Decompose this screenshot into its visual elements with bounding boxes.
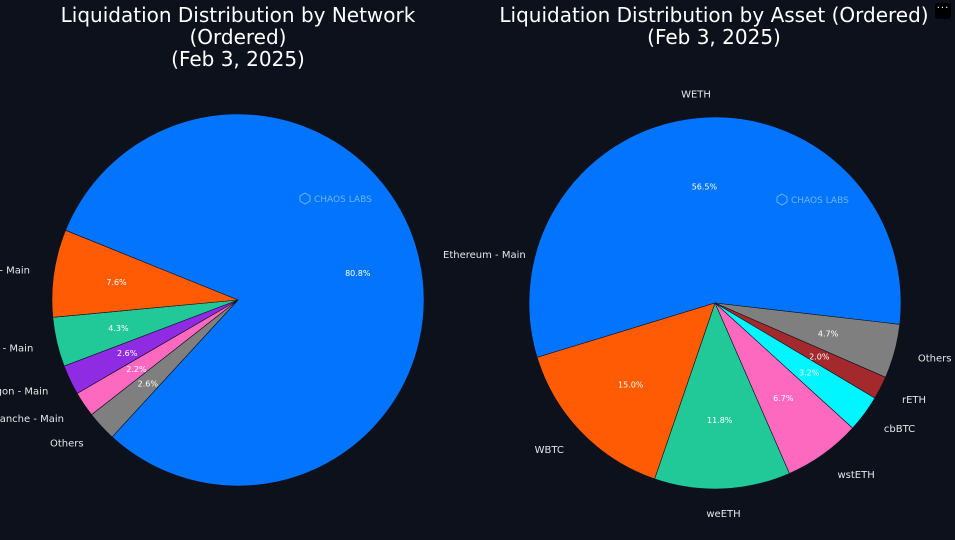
asset-pct-label-weeth: 11.8% <box>707 416 733 425</box>
asset-slice-wbtc <box>536 302 716 480</box>
asset-pct-label-wsteth: 6.7% <box>773 394 794 403</box>
network-pct-label-ethereum-main: 80.8% <box>345 269 371 278</box>
network-slice-label-others: Others <box>50 439 84 450</box>
network-watermark-text: CHAOS LABS <box>314 195 372 205</box>
asset-watermark: CHAOS LABS <box>776 193 849 206</box>
network-pct-label-polygon-main: 2.6% <box>117 349 138 358</box>
asset-chart-title: Liquidation Distribution by Asset (Order… <box>499 3 929 49</box>
network-slice-label-base-main: Base - Main <box>0 344 33 355</box>
network-slice-label-ethereum-main: Ethereum - Main <box>443 250 526 261</box>
asset-slice-label-others: Others <box>918 354 952 365</box>
asset-slice-label-wsteth: wstETH <box>838 470 875 481</box>
network-slice-label-polygon-main: Polygon - Main <box>0 386 48 397</box>
asset-watermark-text: CHAOS LABS <box>791 196 849 206</box>
network-slice-arbitrum-main <box>51 229 239 318</box>
asset-pct-label-weth: 56.5% <box>692 182 718 191</box>
asset-pct-label-others: 4.7% <box>818 330 839 339</box>
asset-slice-label-wbtc: WBTC <box>535 445 564 456</box>
network-chart-title: Liquidation Distribution by Network (Ord… <box>60 3 416 71</box>
more-options-button[interactable]: ··· <box>935 3 951 19</box>
asset-slice-weeth <box>654 302 790 490</box>
network-slice-label-arbitrum-main: Arbitrum - Main <box>0 266 30 277</box>
network-pct-label-arbitrum-main: 7.6% <box>106 278 127 287</box>
asset-watermark-logo-icon <box>776 193 788 206</box>
network-slice-ethereum-main <box>65 113 425 487</box>
asset-slice-label-reth: rETH <box>902 395 926 406</box>
asset-pct-label-cbbtc: 3.2% <box>799 369 820 378</box>
asset-slice-label-cbbtc: cbBTC <box>884 424 915 435</box>
network-watermark: CHAOS LABS <box>299 192 372 205</box>
asset-slice-label-weth: WETH <box>681 90 711 101</box>
network-pct-label-avalanche-main: 2.2% <box>126 365 147 374</box>
network-slice-label-avalanche-main: Avalanche - Main <box>0 414 64 425</box>
network-watermark-logo-icon <box>299 192 311 205</box>
asset-pct-label-wbtc: 15.0% <box>618 380 644 389</box>
asset-slice-weth <box>528 116 902 358</box>
asset-slice-label-weeth: weETH <box>706 509 740 520</box>
network-pct-label-others: 2.6% <box>138 379 159 388</box>
network-pct-label-base-main: 4.3% <box>108 324 129 333</box>
asset-pct-label-reth: 2.0% <box>809 353 830 362</box>
